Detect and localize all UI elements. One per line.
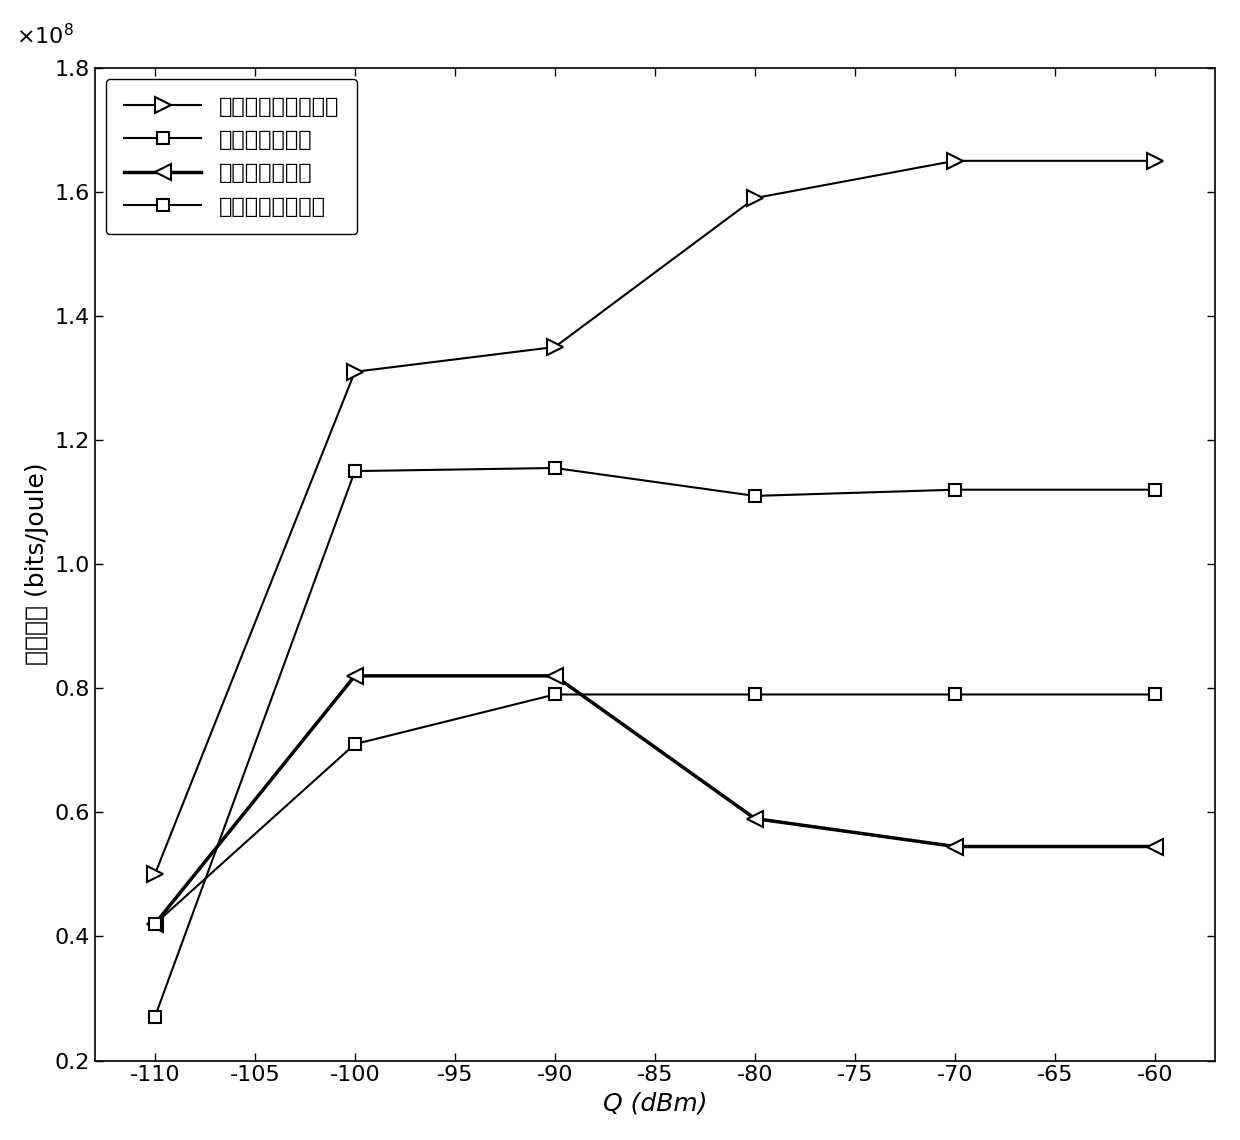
Y-axis label: 最小能效 (bits/Joule): 最小能效 (bits/Joule): [25, 463, 50, 666]
Text: $\times 10^8$: $\times 10^8$: [16, 23, 74, 48]
X-axis label: Q (dBm): Q (dBm): [603, 1091, 707, 1115]
Legend: 最大化最小能效方案, 非协作能效方案, 非协作谱效方案, 系统能效最大方案: 最大化最小能效方案, 非协作能效方案, 非协作谱效方案, 系统能效最大方案: [105, 79, 357, 235]
